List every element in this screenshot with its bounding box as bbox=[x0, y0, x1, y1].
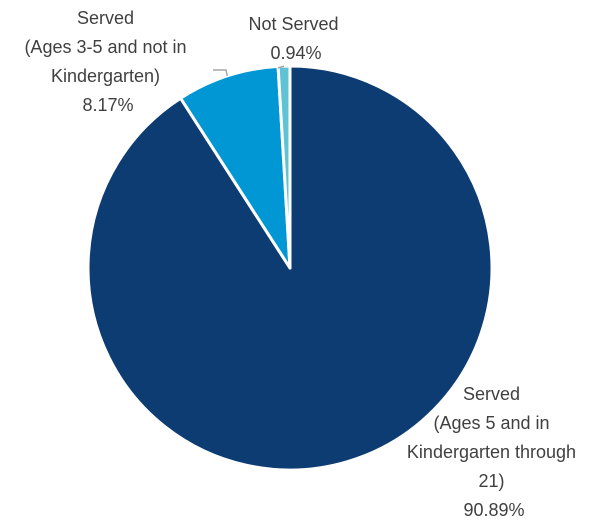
slice-label-served-ages-5-21: Served (Ages 5 and in Kindergarten throu… bbox=[407, 384, 581, 520]
leader-line-1 bbox=[213, 69, 229, 77]
pie-slice-1 bbox=[179, 64, 292, 270]
value-label: 0.94% bbox=[270, 43, 321, 63]
leader-line-2 bbox=[277, 65, 285, 69]
label-line: Served bbox=[463, 384, 520, 404]
label-line: 21) bbox=[478, 471, 504, 491]
label-line: (Ages 5 and in bbox=[433, 413, 549, 433]
slice-label-served-ages-3-5: Served (Ages 3-5 and not in Kindergarten… bbox=[24, 8, 191, 115]
slice-label-not-served: Not Served 0.94% bbox=[248, 14, 343, 63]
pie-slices bbox=[86, 64, 494, 472]
label-line: (Ages 3-5 and not in bbox=[24, 37, 186, 57]
label-line: Kindergarten through bbox=[407, 442, 576, 462]
label-line: Not Served bbox=[248, 14, 338, 34]
label-line: Kindergarten) bbox=[51, 66, 160, 86]
label-line: Served bbox=[77, 8, 134, 28]
pie-slice-2 bbox=[276, 64, 292, 270]
leader-lines bbox=[213, 65, 285, 77]
value-label: 90.89% bbox=[463, 500, 524, 520]
value-label: 8.17% bbox=[82, 95, 133, 115]
